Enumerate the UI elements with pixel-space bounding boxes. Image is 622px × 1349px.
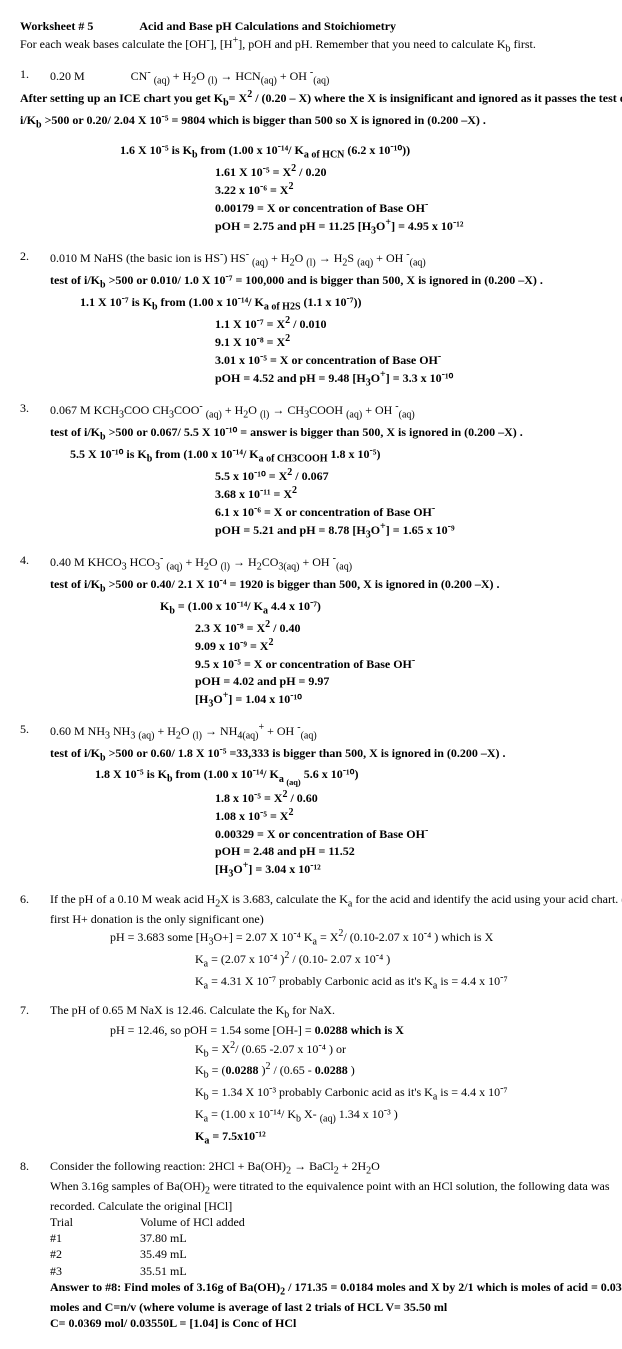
p3-l1: 5.5 X 10-¹⁰ is Kb from (1.00 x 10-¹⁴/ Ka… (70, 444, 622, 466)
table-row: #235.49 mL (50, 1246, 622, 1262)
p4-l6: [H3O+] = 1.04 x 10-¹⁰ (195, 689, 622, 711)
p2-l3: 9.1 X 10-⁸ = X2 (215, 332, 622, 350)
p5-l2: 1.8 x 10-⁵ = X2 / 0.60 (215, 788, 622, 806)
p8-ans1: Answer to #8: Find moles of 3.16g of Ba(… (50, 1279, 622, 1315)
p7-l4: Kb = 1.34 X 10-³ probably Carbonic acid … (195, 1082, 622, 1104)
p5-l4: 0.00329 = X or concentration of Base OH- (215, 824, 622, 842)
p8-table: TrialVolume of HCl added #137.80 mL #235… (50, 1214, 622, 1279)
p3-l4: 6.1 x 10-⁶ = X or concentration of Base … (215, 502, 622, 520)
header: Worksheet # 5 Acid and Base pH Calculati… (20, 18, 622, 34)
p2-test: test of i/Kb >500 or 0.010/ 1.0 X 10-⁷ =… (50, 270, 622, 292)
p8-q1: Consider the following reaction: 2HCl + … (50, 1158, 622, 1178)
p6-l2: Ka = (2.07 x 10-⁴ )2 / (0.10- 2.07 x 10-… (195, 949, 622, 971)
p3-test: test of i/Kb >500 or 0.067/ 5.5 X 10-¹⁰ … (50, 422, 622, 444)
p4-test: test of i/Kb >500 or 0.40/ 2.1 X 10-⁴ = … (50, 574, 622, 596)
p7-l6: Ka = 7.5x10-¹² (195, 1126, 622, 1148)
p4-l1: Kb = (1.00 x 10-¹⁴/ Ka 4.4 x 10-⁷) (160, 596, 622, 618)
p7-l3: Kb = (0.0288 )2 / (0.65 - 0.0288 ) (195, 1060, 622, 1082)
p1-num: 1. (20, 66, 50, 88)
p5-test: test of i/Kb >500 or 0.60/ 1.8 X 10-⁵ =3… (50, 743, 622, 765)
p8-ans2: C= 0.0369 mol/ 0.03550L = [1.04] is Conc… (50, 1315, 622, 1331)
p6-num: 6. (20, 891, 50, 993)
problem-2: 2. 0.010 M NaHS (the basic ion is HS-) H… (20, 248, 622, 390)
p1-line1: 0.20 M CN- (aq) + H2O (l) → HCN(aq) + OH… (50, 66, 622, 88)
ws-num: Worksheet # 5 (20, 19, 93, 33)
intro: For each weak bases calculate the [OH-],… (20, 34, 622, 56)
p7-q: The pH of 0.65 M NaX is 12.46. Calculate… (50, 1002, 622, 1022)
p5-l3: 1.08 x 10-⁵ = X2 (215, 806, 622, 824)
problem-7: 7. The pH of 0.65 M NaX is 12.46. Calcul… (20, 1002, 622, 1148)
ws-title: Acid and Base pH Calculations and Stoich… (139, 19, 396, 33)
p4-l2: 2.3 X 10-⁸ = X2 / 0.40 (195, 618, 622, 636)
p2-l5: pOH = 4.52 and pH = 9.48 [H3O+] = 3.3 x … (215, 368, 622, 390)
p8-q2: When 3.16g samples of Ba(OH)2 were titra… (50, 1178, 622, 1214)
p7-l2: Kb = X2/ (0.65 -2.07 x 10-⁴ ) or (195, 1039, 622, 1061)
table-row: #335.51 mL (50, 1263, 622, 1279)
table-row: #137.80 mL (50, 1230, 622, 1246)
p1-l5: pOH = 2.75 and pH = 11.25 [H3O+] = 4.95 … (215, 216, 622, 238)
p4-rxn: 0.40 M KHCO3 HCO3- (aq) + H2O (l) → H2CO… (50, 552, 622, 574)
p5-rxn: 0.60 M NH3 NH3 (aq) + H2O (l) → NH4(aq)+… (50, 721, 622, 743)
problem-5: 5. 0.60 M NH3 NH3 (aq) + H2O (l) → NH4(a… (20, 721, 622, 881)
problem-6: 6. If the pH of a 0.10 M weak acid H2X i… (20, 891, 622, 993)
problem-4: 4. 0.40 M KHCO3 HCO3- (aq) + H2O (l) → H… (20, 552, 622, 710)
table-header: TrialVolume of HCl added (50, 1214, 622, 1230)
p5-l6: [H3O+] = 3.04 x 10-¹² (215, 859, 622, 881)
p4-l4: 9.5 x 10-⁵ = X or concentration of Base … (195, 654, 622, 672)
p6-q: If the pH of a 0.10 M weak acid H2X is 3… (50, 891, 622, 927)
p7-l5: Ka = (1.00 x 10-¹⁴/ Kb X- (aq) 1.34 x 10… (195, 1104, 622, 1126)
p2-rxn: 0.010 M NaHS (the basic ion is HS-) HS- … (50, 248, 622, 270)
p6-l1: pH = 3.683 some [H3O+] = 2.07 X 10-⁴ Ka … (110, 927, 622, 949)
problem-8: 8. Consider the following reaction: 2HCl… (20, 1158, 622, 1331)
p7-num: 7. (20, 1002, 50, 1148)
p6-l3: Ka = 4.31 X 10-⁷ probably Carbonic acid … (195, 971, 622, 993)
p4-l3: 9.09 x 10-⁹ = X2 (195, 636, 622, 654)
p7-l1: pH = 12.46, so pOH = 1.54 some [OH-] = 0… (110, 1022, 622, 1038)
p1-setup: After setting up an ICE chart you get Kb… (20, 88, 622, 132)
p4-l5: pOH = 4.02 and pH = 9.97 (195, 673, 622, 689)
p2-l2: 1.1 X 10-⁷ = X2 / 0.010 (215, 314, 622, 332)
p5-l5: pOH = 2.48 and pH = 11.52 (215, 843, 622, 859)
p2-l4: 3.01 x 10-⁵ = X or concentration of Base… (215, 350, 622, 368)
p3-num: 3. (20, 400, 50, 542)
problem-1: 1. 0.20 M CN- (aq) + H2O (l) → HCN(aq) +… (20, 66, 622, 88)
p3-rxn: 0.067 M KCH3COO CH3COO- (aq) + H2O (l) →… (50, 400, 622, 422)
problem-3: 3. 0.067 M KCH3COO CH3COO- (aq) + H2O (l… (20, 400, 622, 542)
p5-num: 5. (20, 721, 50, 881)
p8-num: 8. (20, 1158, 50, 1331)
p2-num: 2. (20, 248, 50, 390)
p3-l5: pOH = 5.21 and pH = 8.78 [H3O+] = 1.65 x… (215, 520, 622, 542)
p1-l2: 1.61 X 10-⁵ = X2 / 0.20 (215, 162, 622, 180)
p4-num: 4. (20, 552, 50, 710)
p3-l2: 5.5 x 10-¹⁰ = X2 / 0.067 (215, 466, 622, 484)
p2-l1: 1.1 X 10-⁷ is Kb from (1.00 x 10-¹⁴/ Ka … (80, 292, 622, 314)
p1-l3: 3.22 x 10-⁶ = X2 (215, 180, 622, 198)
p3-l3: 3.68 x 10-¹¹ = X2 (215, 484, 622, 502)
p1-l4: 0.00179 = X or concentration of Base OH- (215, 198, 622, 216)
p1-l1: 1.6 X 10-⁵ is Kb from (1.00 x 10-¹⁴/ Ka … (120, 140, 622, 162)
p5-l1: 1.8 X 10-⁵ is Kb from (1.00 x 10-¹⁴/ Ka … (95, 764, 622, 788)
